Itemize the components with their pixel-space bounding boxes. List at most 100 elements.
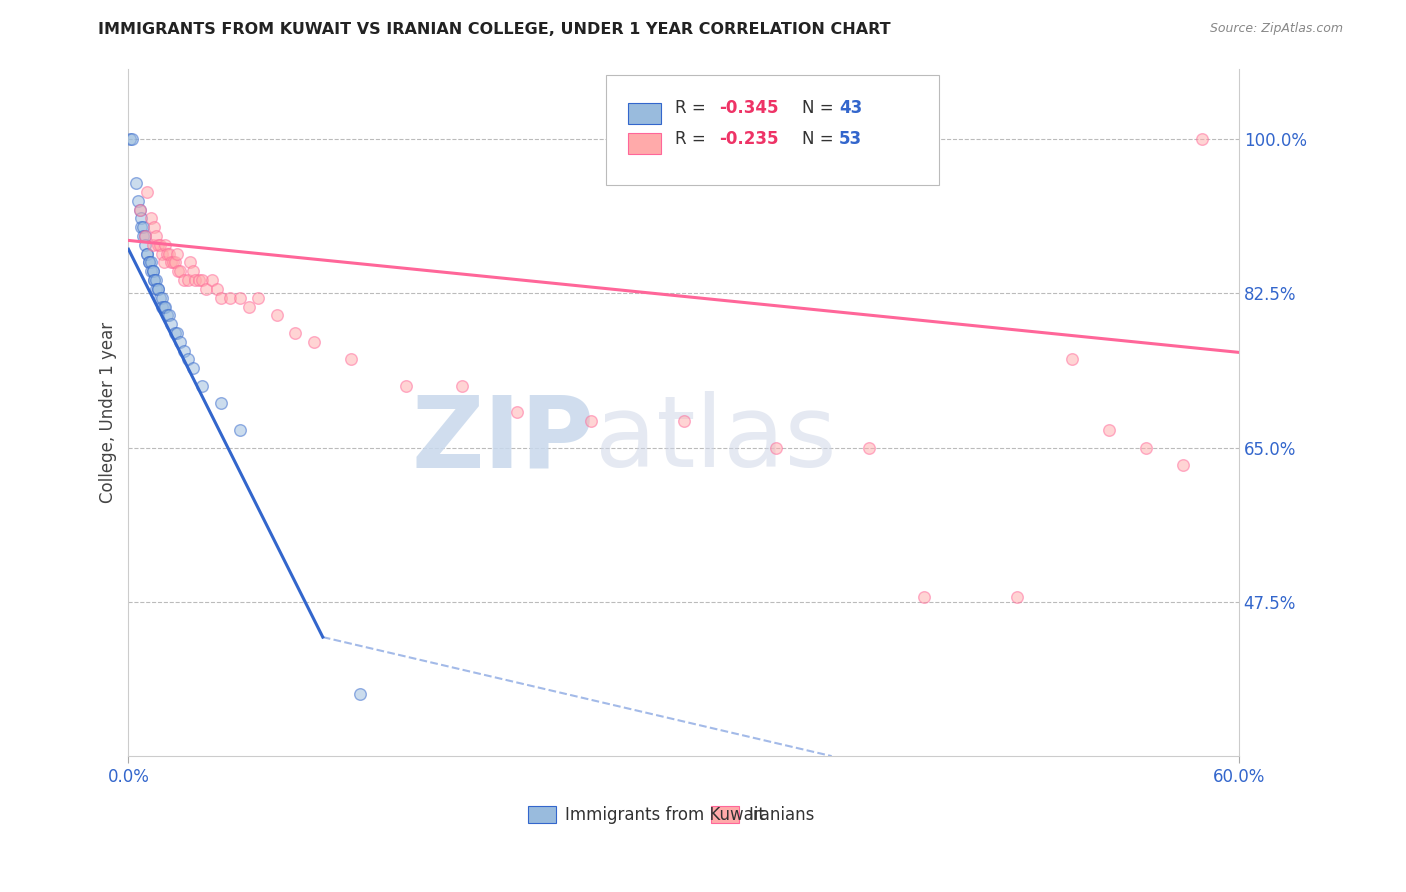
Text: ZIP: ZIP — [412, 392, 595, 488]
Text: 53: 53 — [839, 129, 862, 148]
Point — [146, 282, 169, 296]
Point — [228, 291, 250, 305]
Point — [1191, 132, 1213, 146]
Point — [150, 300, 173, 314]
Point — [157, 246, 180, 260]
Point — [136, 246, 159, 260]
Point — [207, 282, 229, 296]
Text: IMMIGRANTS FROM KUWAIT VS IRANIAN COLLEGE, UNDER 1 YEAR CORRELATION CHART: IMMIGRANTS FROM KUWAIT VS IRANIAN COLLEG… — [98, 22, 891, 37]
Point — [184, 273, 207, 287]
Point — [156, 246, 179, 260]
Text: 43: 43 — [839, 99, 862, 118]
Point — [145, 229, 167, 244]
Point — [136, 246, 159, 260]
Point — [146, 282, 169, 296]
Point — [191, 379, 214, 393]
Point — [120, 132, 142, 146]
Point — [132, 220, 155, 235]
Point — [150, 291, 173, 305]
Point — [238, 300, 260, 314]
Point — [169, 264, 191, 278]
Point — [145, 273, 167, 287]
Point — [139, 255, 162, 269]
Point — [765, 441, 787, 455]
Point — [1135, 441, 1157, 455]
Point — [134, 237, 156, 252]
Point — [179, 255, 201, 269]
Point — [450, 379, 472, 393]
Text: -0.345: -0.345 — [718, 99, 779, 118]
Text: atlas: atlas — [595, 392, 837, 488]
Point — [1173, 458, 1195, 473]
Point — [209, 396, 232, 410]
Point — [152, 300, 174, 314]
Point — [152, 255, 174, 269]
Text: R =: R = — [675, 129, 711, 148]
Point — [145, 282, 167, 296]
Point — [169, 334, 191, 349]
Point — [157, 309, 180, 323]
Text: R =: R = — [675, 99, 711, 118]
Point — [395, 379, 418, 393]
Point — [128, 202, 150, 217]
Bar — [711, 805, 740, 822]
Point — [209, 291, 232, 305]
Point — [195, 282, 218, 296]
Point — [167, 264, 190, 278]
Point — [136, 185, 159, 199]
Point — [139, 211, 162, 226]
Point — [176, 273, 198, 287]
Bar — [529, 805, 555, 822]
Point — [160, 255, 183, 269]
Point — [187, 273, 209, 287]
Point — [149, 291, 172, 305]
Point — [155, 237, 177, 252]
Point — [162, 255, 184, 269]
Point — [163, 326, 186, 340]
Point — [1005, 591, 1028, 605]
Point — [156, 309, 179, 323]
Point — [219, 291, 242, 305]
Point — [1098, 423, 1121, 437]
Point — [131, 220, 153, 235]
Point — [284, 326, 307, 340]
Point — [134, 229, 156, 244]
Point — [149, 237, 172, 252]
Point — [160, 317, 183, 331]
Point — [166, 326, 188, 340]
Text: Immigrants from Kuwait: Immigrants from Kuwait — [565, 805, 765, 823]
Point — [228, 423, 250, 437]
Point — [166, 246, 188, 260]
Bar — [628, 133, 661, 153]
Point — [302, 334, 325, 349]
Point — [173, 343, 195, 358]
Point — [138, 255, 160, 269]
Point — [858, 441, 880, 455]
Point — [173, 273, 195, 287]
Point — [176, 352, 198, 367]
Point — [349, 687, 371, 701]
Point — [912, 591, 935, 605]
Point — [139, 264, 162, 278]
Text: Source: ZipAtlas.com: Source: ZipAtlas.com — [1209, 22, 1343, 36]
Point — [132, 229, 155, 244]
Point — [141, 264, 163, 278]
Text: N =: N = — [803, 99, 839, 118]
Point — [143, 273, 166, 287]
Point — [127, 194, 149, 208]
Point — [143, 220, 166, 235]
Point — [266, 309, 288, 323]
Point — [155, 300, 177, 314]
Point — [141, 237, 163, 252]
Point — [163, 255, 186, 269]
Point — [1062, 352, 1084, 367]
Point — [181, 264, 204, 278]
Point — [141, 264, 163, 278]
Y-axis label: College, Under 1 year: College, Under 1 year — [100, 322, 117, 503]
Text: -0.235: -0.235 — [718, 129, 779, 148]
Point — [181, 361, 204, 376]
Point — [125, 176, 148, 190]
Point — [672, 414, 695, 428]
Point — [506, 405, 529, 419]
Point — [146, 237, 169, 252]
